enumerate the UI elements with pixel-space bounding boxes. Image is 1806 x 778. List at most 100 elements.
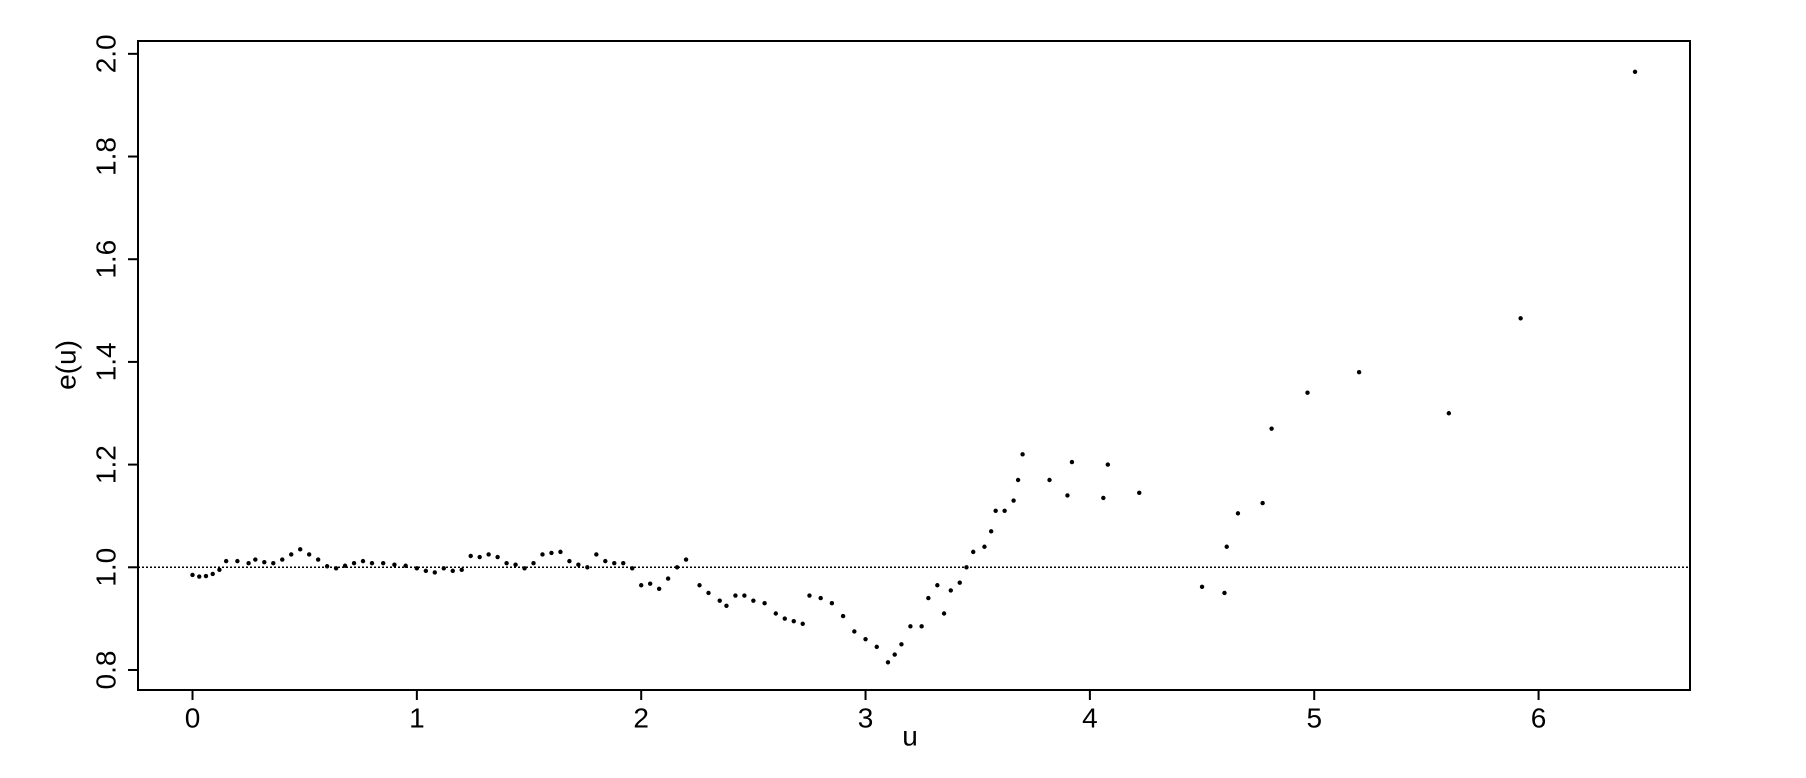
point: [852, 629, 857, 634]
point: [807, 593, 812, 598]
point: [253, 557, 258, 562]
point: [441, 566, 446, 571]
point: [647, 581, 653, 586]
x-axis-label: u: [902, 720, 918, 751]
point: [919, 624, 924, 629]
point: [1015, 477, 1021, 483]
point: [423, 568, 429, 574]
point: [885, 660, 891, 665]
point: [751, 598, 756, 603]
y-tick-label: 2.0: [90, 34, 121, 73]
point: [773, 611, 779, 616]
point: [468, 553, 473, 559]
point: [271, 560, 276, 566]
point: [315, 557, 321, 562]
point: [289, 552, 294, 557]
y-tick-label: 1.6: [90, 240, 121, 279]
y-tick-label: 1.4: [90, 342, 121, 381]
point: [733, 593, 738, 598]
point: [1020, 452, 1025, 457]
point: [381, 560, 386, 566]
point: [223, 558, 229, 564]
point: [333, 566, 339, 571]
point: [432, 570, 438, 575]
point: [706, 590, 711, 596]
point: [892, 652, 897, 657]
point: [926, 595, 931, 601]
point: [585, 565, 590, 570]
point: [531, 560, 536, 566]
point: [1101, 495, 1106, 501]
point: [1047, 477, 1052, 483]
point: [576, 562, 581, 567]
point: [403, 563, 408, 568]
x-tick-label: 2: [633, 702, 649, 733]
point: [306, 552, 312, 557]
point: [414, 566, 420, 571]
point: [971, 549, 976, 555]
point: [246, 560, 251, 566]
x-tick-label: 4: [1082, 702, 1098, 733]
point: [513, 562, 518, 567]
point: [948, 588, 953, 593]
point: [1137, 490, 1142, 496]
point: [558, 549, 563, 555]
point: [1632, 69, 1638, 75]
point: [1065, 493, 1070, 498]
point: [522, 566, 527, 571]
point: [1446, 411, 1452, 416]
point: [369, 560, 375, 566]
point: [829, 601, 835, 606]
point: [392, 562, 397, 567]
point: [504, 560, 509, 566]
plot-frame: [137, 40, 1691, 691]
point: [1518, 316, 1523, 321]
point: [459, 567, 464, 573]
point: [324, 564, 330, 569]
point: [742, 593, 747, 598]
point: [874, 644, 879, 650]
point: [683, 557, 689, 562]
x-tick-label: 3: [858, 702, 874, 733]
point: [941, 611, 947, 616]
point: [993, 508, 998, 514]
point: [1002, 508, 1007, 514]
point: [964, 565, 969, 570]
point: [1260, 500, 1265, 506]
point: [630, 566, 635, 571]
point: [982, 544, 987, 549]
point: [1199, 584, 1205, 589]
point: [697, 583, 702, 588]
point: [594, 552, 599, 557]
y-tick-label: 0.8: [90, 651, 121, 690]
y-axis-label: e(u): [50, 340, 81, 390]
point: [1235, 511, 1241, 516]
x-tick-label: 6: [1531, 702, 1547, 733]
point: [450, 568, 455, 574]
point: [1356, 369, 1362, 375]
point: [477, 554, 482, 560]
point: [262, 559, 267, 565]
point: [567, 558, 572, 564]
point: [957, 580, 962, 585]
point: [197, 574, 202, 579]
y-tick-label: 1.2: [90, 445, 121, 484]
point: [782, 616, 787, 621]
point: [818, 595, 823, 601]
point: [540, 552, 545, 557]
point: [656, 586, 662, 592]
point: [791, 618, 796, 624]
point: [486, 552, 491, 557]
point: [351, 560, 357, 566]
point: [1305, 390, 1310, 395]
point: [1222, 590, 1227, 596]
y-tick-label: 1.0: [90, 548, 121, 587]
point: [665, 576, 671, 581]
point: [935, 583, 940, 588]
point: [638, 583, 644, 588]
y-tick-label: 1.8: [90, 137, 121, 176]
point: [717, 598, 722, 603]
point: [235, 558, 240, 564]
point: [603, 558, 608, 564]
point: [217, 567, 222, 573]
